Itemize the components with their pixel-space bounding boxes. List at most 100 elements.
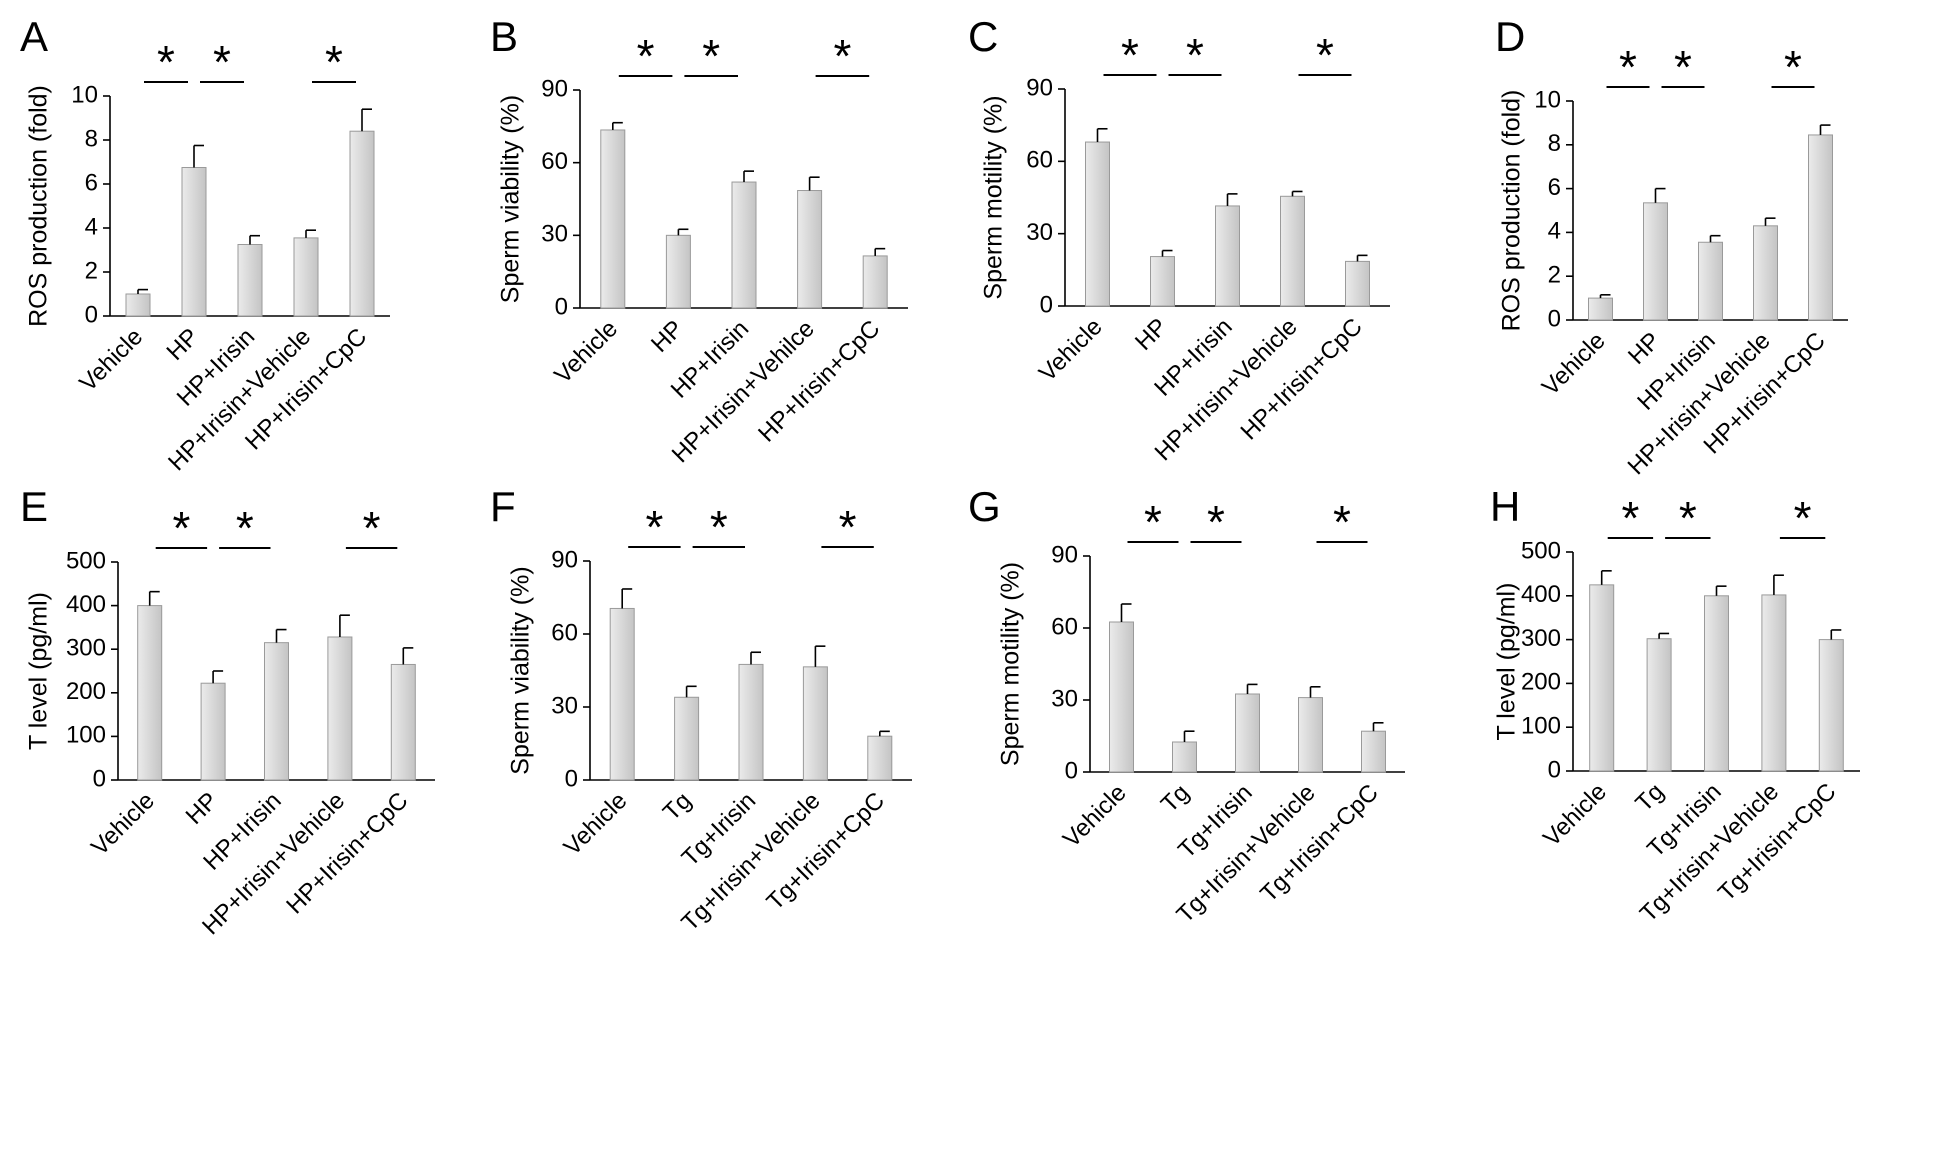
bar-b-2	[731, 181, 757, 309]
y-axis-title-e: T level (pg/ml)	[25, 592, 53, 750]
panel-letter-a: A	[20, 13, 48, 60]
y-tick-label-f: 60	[551, 619, 578, 646]
bar-f-2	[738, 663, 764, 781]
category-label-c-0: Vehicle	[1034, 313, 1108, 387]
y-tick-label-g: 0	[1065, 757, 1078, 784]
bar-d-2	[1698, 241, 1723, 321]
significance-star-d-0: *	[1619, 41, 1637, 93]
y-axis-title-b: Sperm viability (%)	[497, 95, 525, 303]
bar-e-2	[264, 642, 289, 781]
bar-e-0	[137, 605, 163, 781]
bar-e-3	[327, 636, 353, 781]
panel-letter-b: B	[490, 13, 518, 60]
y-axis-title-c: Sperm motility (%)	[980, 95, 1008, 299]
y-tick-label-e: 0	[93, 765, 106, 792]
category-label-f-1: Tg	[658, 787, 697, 826]
significance-star-d-2: *	[1784, 41, 1802, 93]
bar-e-1	[200, 682, 226, 781]
significance-star-b-1: *	[702, 30, 720, 82]
category-label-c-1: HP	[1130, 313, 1173, 356]
significance-star-b-2: *	[833, 30, 851, 82]
category-label-g-0: Vehicle	[1058, 779, 1132, 853]
category-label-b-4: HP+Irisin+CpC	[753, 315, 885, 447]
significance-star-a-2: *	[325, 36, 343, 88]
panel-letter-h: H	[1490, 483, 1520, 530]
y-tick-label-b: 90	[541, 75, 568, 102]
panel-letter-g: G	[968, 483, 1001, 530]
bar-b-1	[665, 234, 691, 309]
significance-star-e-0: *	[172, 502, 190, 554]
y-axis-title-a: ROS production (fold)	[25, 85, 53, 327]
y-tick-label-d: 10	[1534, 86, 1561, 113]
y-tick-label-a: 8	[85, 125, 98, 152]
panel-letter-d: D	[1495, 13, 1525, 60]
y-tick-label-f: 30	[551, 692, 578, 719]
significance-star-b-0: *	[637, 30, 655, 82]
bar-d-4	[1808, 134, 1833, 321]
significance-star-h-2: *	[1794, 492, 1812, 544]
significance-star-e-2: *	[363, 502, 381, 554]
bar-g-1	[1172, 741, 1197, 773]
y-tick-label-d: 2	[1548, 262, 1561, 289]
significance-star-c-2: *	[1316, 29, 1334, 81]
y-tick-label-c: 30	[1026, 219, 1053, 246]
y-tick-label-f: 90	[551, 546, 578, 573]
significance-star-c-1: *	[1186, 29, 1204, 81]
y-tick-label-g: 30	[1051, 685, 1078, 712]
significance-star-f-2: *	[839, 501, 857, 553]
category-label-b-0: Vehicle	[549, 315, 623, 389]
category-label-f-4: Tg+Irisin+CpC	[762, 787, 891, 916]
category-label-b-1: HP	[646, 315, 689, 358]
y-tick-label-d: 4	[1548, 218, 1561, 245]
y-tick-label-b: 0	[555, 293, 568, 320]
panel-letter-e: E	[20, 483, 48, 530]
y-tick-label-h: 300	[1521, 625, 1561, 652]
y-axis-title-f: Sperm viability (%)	[507, 566, 535, 774]
bar-b-3	[797, 190, 823, 309]
bar-b-4	[862, 255, 888, 309]
significance-star-g-1: *	[1207, 496, 1225, 548]
y-tick-label-f: 0	[565, 765, 578, 792]
y-tick-label-d: 6	[1548, 174, 1561, 201]
category-label-d-1: HP	[1623, 327, 1666, 370]
bar-g-4	[1361, 730, 1386, 773]
significance-star-a-0: *	[157, 36, 175, 88]
bar-c-4	[1345, 260, 1370, 307]
bar-f-4	[867, 735, 893, 781]
significance-star-g-0: *	[1144, 496, 1162, 548]
bar-b-0	[600, 129, 626, 309]
significance-star-g-2: *	[1333, 496, 1351, 548]
y-tick-label-c: 60	[1026, 147, 1053, 174]
y-tick-label-g: 90	[1051, 541, 1078, 568]
category-label-a-1: HP	[162, 323, 205, 366]
y-tick-label-a: 4	[85, 213, 98, 240]
category-label-e-1: HP	[181, 787, 224, 830]
category-label-f-0: Vehicle	[559, 787, 633, 861]
bar-a-4	[349, 130, 375, 317]
bar-f-3	[802, 666, 828, 781]
significance-star-c-0: *	[1121, 29, 1139, 81]
bar-h-3	[1761, 594, 1787, 772]
significance-star-e-1: *	[236, 502, 254, 554]
bar-g-2	[1235, 693, 1260, 773]
significance-star-h-0: *	[1621, 492, 1639, 544]
bar-c-0	[1085, 141, 1110, 307]
y-tick-label-a: 2	[85, 257, 98, 284]
bar-h-2	[1704, 595, 1729, 772]
y-tick-label-e: 100	[66, 722, 106, 749]
category-label-d-0: Vehicle	[1537, 327, 1611, 401]
y-axis-title-h: T level (pg/ml)	[1493, 583, 1521, 741]
bar-a-1	[181, 167, 207, 317]
y-tick-label-c: 90	[1026, 74, 1053, 101]
y-tick-label-a: 6	[85, 169, 98, 196]
y-tick-label-h: 200	[1521, 669, 1561, 696]
bar-f-1	[674, 696, 700, 781]
y-tick-label-d: 0	[1548, 305, 1561, 332]
bar-a-3	[293, 237, 319, 317]
y-axis-title-d: ROS production (fold)	[1498, 90, 1526, 332]
bar-d-0	[1588, 297, 1613, 321]
bar-g-3	[1298, 697, 1323, 773]
bar-a-0	[125, 293, 151, 317]
y-axis-title-g: Sperm motility (%)	[997, 562, 1025, 766]
y-tick-label-b: 30	[541, 221, 568, 248]
